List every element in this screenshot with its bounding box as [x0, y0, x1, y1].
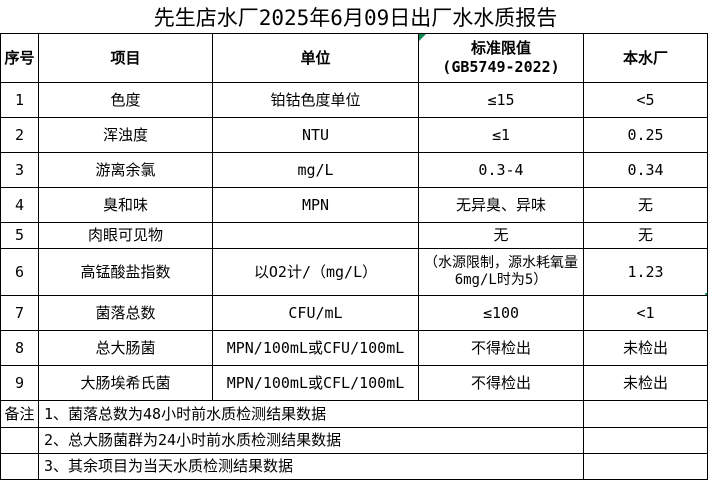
cell-unit[interactable]: CFU/mL	[212, 295, 419, 331]
cell-item[interactable]: 游离余氯	[38, 152, 213, 188]
notes-row: 备注 1、菌落总数为48小时前水质检测结果数据	[0, 400, 708, 428]
cell-no[interactable]: 7	[0, 295, 39, 331]
table-row: 6 高锰酸盐指数 以O2计/（mg/L） （水源限制，源水耗氧量6mg/L时为5…	[0, 248, 708, 296]
cell-no[interactable]: 2	[0, 117, 39, 153]
note-cell[interactable]: 1、菌落总数为48小时前水质检测结果数据	[38, 400, 584, 428]
table-row: 1 色度 铂钴色度单位 ≤15 <5	[0, 82, 708, 118]
cell-no[interactable]: 4	[0, 187, 39, 223]
cell-limit[interactable]: 不得检出	[418, 365, 584, 401]
table-row: 4 臭和味 MPN 无异臭、异味 无	[0, 187, 708, 223]
notes-label-cell[interactable]	[0, 427, 39, 454]
cell-item[interactable]: 菌落总数	[38, 295, 213, 331]
cell-unit[interactable]: MPN	[212, 187, 419, 223]
cell-unit[interactable]	[212, 222, 419, 249]
cell-unit[interactable]: MPN/100mL或CFL/100mL	[212, 365, 419, 401]
note-cell[interactable]: 2、总大肠菌群为24小时前水质检测结果数据	[38, 427, 584, 454]
fill-handle[interactable]	[704, 292, 707, 295]
cell-item[interactable]: 大肠埃希氏菌	[38, 365, 213, 401]
cell-item[interactable]: 色度	[38, 82, 213, 118]
cell-item[interactable]: 高锰酸盐指数	[38, 248, 213, 296]
header-limit[interactable]: 标准限值 (GB5749-2022)	[418, 33, 584, 83]
notes-row: 3、其余项目为当天水质检测结果数据	[0, 453, 708, 480]
cell-plant[interactable]: 0.25	[583, 117, 708, 153]
notes-row: 2、总大肠菌群为24小时前水质检测结果数据	[0, 427, 708, 454]
report-title[interactable]: 先生店水厂2025年6月09日出厂水水质报告	[153, 5, 558, 30]
cell-plant[interactable]: <5	[583, 82, 708, 118]
cell-no[interactable]: 5	[0, 222, 39, 249]
cell-unit[interactable]: 以O2计/（mg/L）	[212, 248, 419, 296]
cell-no[interactable]: 1	[0, 82, 39, 118]
cell-unit[interactable]: NTU	[212, 117, 419, 153]
header-limit-line2: (GB5749-2022)	[442, 58, 560, 76]
cell-plant[interactable]: 未检出	[583, 365, 708, 401]
cell-unit[interactable]: 铂钴色度单位	[212, 82, 419, 118]
cell-limit[interactable]: ≤100	[418, 295, 584, 331]
cell-plant[interactable]: <1	[583, 295, 708, 331]
cell-limit[interactable]: ≤1	[418, 117, 584, 153]
cell-limit[interactable]: （水源限制，源水耗氧量6mg/L时为5）	[418, 248, 584, 296]
cell-no[interactable]: 9	[0, 365, 39, 401]
cell-no[interactable]: 3	[0, 152, 39, 188]
cell-limit[interactable]: 不得检出	[418, 330, 584, 366]
cell-plant[interactable]: 无	[583, 187, 708, 223]
cell-item[interactable]: 浑浊度	[38, 117, 213, 153]
cell-item[interactable]: 肉眼可见物	[38, 222, 213, 249]
cell-plant[interactable]: 无	[583, 222, 708, 249]
header-plant[interactable]: 本水厂	[583, 33, 708, 83]
cell-limit[interactable]: 无	[418, 222, 584, 249]
cell-plant[interactable]: 未检出	[583, 330, 708, 366]
table-row: 2 浑浊度 NTU ≤1 0.25	[0, 117, 708, 153]
cell-plant[interactable]	[583, 427, 708, 454]
cell-item[interactable]: 总大肠菌	[38, 330, 213, 366]
cell-no[interactable]: 8	[0, 330, 39, 366]
cell-plant[interactable]	[583, 453, 708, 480]
cell-limit[interactable]: ≤15	[418, 82, 584, 118]
selected-cell[interactable]: 1.23	[583, 248, 708, 296]
cell-limit[interactable]: 0.3-4	[418, 152, 584, 188]
header-no[interactable]: 序号	[0, 33, 39, 83]
table-row: 7 菌落总数 CFU/mL ≤100 <1	[0, 295, 708, 331]
notes-label-cell[interactable]	[0, 453, 39, 480]
header-unit[interactable]: 单位	[212, 33, 419, 83]
cell-unit[interactable]: mg/L	[212, 152, 419, 188]
selected-cell-value: 1.23	[627, 262, 664, 281]
cell-plant[interactable]: 0.34	[583, 152, 708, 188]
table-row: 8 总大肠菌 MPN/100mL或CFU/100mL 不得检出 未检出	[0, 330, 708, 366]
table-row: 3 游离余氯 mg/L 0.3-4 0.34	[0, 152, 708, 188]
header-limit-line1: 标准限值	[470, 39, 531, 58]
cell-limit[interactable]: 无异臭、异味	[418, 187, 584, 223]
header-row: 序号 项目 单位 标准限值 (GB5749-2022) 本水厂	[0, 33, 708, 83]
cell-plant[interactable]	[583, 400, 708, 428]
table-row: 5 肉眼可见物 无 无	[0, 222, 708, 249]
water-quality-table: 序号 项目 单位 标准限值 (GB5749-2022) 本水厂 1 色度 铂钴色…	[0, 33, 708, 480]
error-flag-icon	[419, 34, 426, 41]
table-row: 9 大肠埃希氏菌 MPN/100mL或CFL/100mL 不得检出 未检出	[0, 365, 708, 401]
header-item[interactable]: 项目	[38, 33, 213, 83]
cell-no[interactable]: 6	[0, 248, 39, 296]
cell-unit[interactable]: MPN/100mL或CFU/100mL	[212, 330, 419, 366]
cell-item[interactable]: 臭和味	[38, 187, 213, 223]
notes-label-cell[interactable]: 备注	[0, 400, 39, 428]
note-cell[interactable]: 3、其余项目为当天水质检测结果数据	[38, 453, 584, 480]
